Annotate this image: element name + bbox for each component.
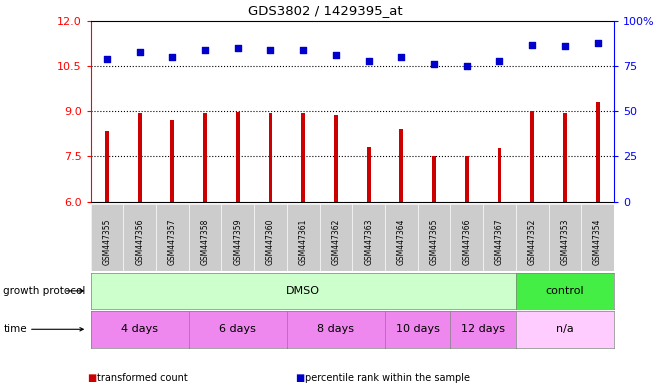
Point	[363, 58, 374, 64]
Text: GSM447352: GSM447352	[527, 219, 537, 265]
Text: GSM447357: GSM447357	[168, 219, 177, 265]
Bar	[203, 113, 207, 202]
Text: GSM447363: GSM447363	[364, 219, 373, 265]
Point	[232, 45, 243, 51]
Text: control: control	[546, 286, 584, 296]
Bar	[399, 129, 403, 202]
Bar	[170, 121, 174, 202]
Bar	[105, 131, 109, 202]
Text: 12 days: 12 days	[461, 324, 505, 334]
Text: GSM447362: GSM447362	[331, 219, 340, 265]
Bar	[432, 156, 436, 202]
Text: GSM447353: GSM447353	[560, 219, 570, 265]
Text: DMSO: DMSO	[287, 286, 320, 296]
Bar	[334, 115, 338, 202]
Bar	[530, 111, 534, 202]
Point	[494, 58, 505, 64]
Text: time: time	[3, 324, 27, 334]
Text: 8 days: 8 days	[317, 324, 354, 334]
Point	[265, 47, 276, 53]
Bar	[465, 156, 469, 202]
Point	[462, 63, 472, 70]
Text: transformed count: transformed count	[97, 373, 188, 383]
Text: GSM447355: GSM447355	[103, 219, 111, 265]
Text: n/a: n/a	[556, 324, 574, 334]
Text: 6 days: 6 days	[219, 324, 256, 334]
Point	[101, 56, 112, 62]
Text: GSM447358: GSM447358	[201, 219, 209, 265]
Text: GSM447366: GSM447366	[462, 219, 471, 265]
Bar	[236, 112, 240, 202]
Text: GSM447356: GSM447356	[135, 219, 144, 265]
Point	[200, 47, 211, 53]
Text: 10 days: 10 days	[396, 324, 440, 334]
Point	[331, 52, 342, 58]
Point	[592, 40, 603, 46]
Text: ■: ■	[295, 373, 305, 383]
Bar	[268, 113, 272, 202]
Text: percentile rank within the sample: percentile rank within the sample	[305, 373, 470, 383]
Text: 4 days: 4 days	[121, 324, 158, 334]
Point	[134, 49, 145, 55]
Text: GSM447361: GSM447361	[299, 219, 308, 265]
Bar	[497, 148, 501, 202]
Bar	[301, 113, 305, 202]
Point	[396, 54, 407, 60]
Text: GSM447359: GSM447359	[234, 219, 242, 265]
Text: GSM447354: GSM447354	[593, 219, 602, 265]
Bar	[138, 113, 142, 202]
Point	[560, 43, 570, 50]
Bar	[563, 113, 567, 202]
Text: GSM447364: GSM447364	[397, 219, 406, 265]
Bar	[596, 103, 600, 202]
Point	[298, 47, 309, 53]
Point	[167, 54, 178, 60]
Point	[527, 41, 537, 48]
Bar	[366, 147, 370, 202]
Text: ■: ■	[87, 373, 97, 383]
Point	[429, 61, 440, 68]
Text: GSM447360: GSM447360	[266, 219, 275, 265]
Text: growth protocol: growth protocol	[3, 286, 86, 296]
Text: GSM447365: GSM447365	[429, 219, 439, 265]
Text: GDS3802 / 1429395_at: GDS3802 / 1429395_at	[248, 4, 403, 17]
Text: GSM447367: GSM447367	[495, 219, 504, 265]
